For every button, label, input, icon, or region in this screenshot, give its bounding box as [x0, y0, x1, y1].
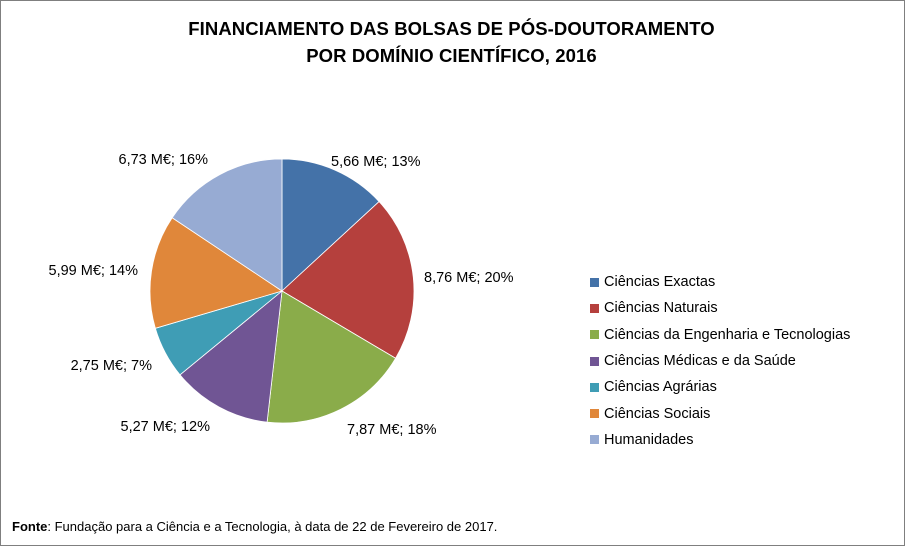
- legend-label: Ciências Naturais: [604, 300, 718, 317]
- pie-slice-6: [149, 217, 283, 329]
- pie-slice-4: [179, 290, 283, 423]
- data-label-1: 5,66 M€; 13%: [331, 154, 421, 170]
- pie-slice-3: [266, 290, 397, 424]
- legend: Ciências Exactas Ciências Naturais Ciência…: [590, 269, 850, 453]
- legend-item-5: Ciências Agrárias: [590, 374, 850, 400]
- chart-title-line1: FINANCIAMENTO DAS BOLSAS DE PÓS-DOUTORAM…: [188, 18, 715, 39]
- legend-item-4: Ciências Médicas e da Saúde: [590, 348, 850, 374]
- pie-slice-1: [281, 158, 380, 292]
- source-note: Fonte: Fundação para a Ciência e a Tecno…: [12, 519, 497, 534]
- pie-slice-7: [171, 158, 283, 292]
- data-label-2: 8,76 M€; 20%: [424, 270, 514, 286]
- data-label-3: 7,87 M€; 18%: [347, 422, 437, 438]
- legend-swatch: [590, 409, 599, 419]
- data-label-7: 6,73 M€; 16%: [119, 152, 209, 168]
- legend-item-1: Ciências Exactas: [590, 269, 850, 295]
- legend-swatch: [590, 303, 599, 313]
- legend-item-6: Ciências Sociais: [590, 400, 850, 426]
- chart-title-line2: POR DOMÍNIO CIENTÍFICO, 2016: [306, 45, 597, 66]
- pie-slice-2: [281, 201, 415, 359]
- data-label-4: 5,27 M€; 12%: [121, 419, 211, 435]
- legend-label: Ciências Sociais: [604, 405, 711, 422]
- legend-label: Ciências Médicas e da Saúde: [604, 353, 796, 370]
- legend-item-2: Ciências Naturais: [590, 295, 850, 321]
- legend-swatch: [590, 277, 599, 287]
- legend-label: Ciências Agrárias: [604, 379, 717, 396]
- data-label-6: 5,99 M€; 14%: [49, 263, 139, 279]
- legend-item-3: Ciências da Engenharia e Tecnologias: [590, 322, 850, 348]
- legend-item-7: Humanidades: [590, 427, 850, 453]
- source-label: Fonte: [12, 519, 48, 534]
- legend-label: Humanidades: [604, 431, 694, 448]
- legend-swatch: [590, 356, 599, 366]
- source-text: : Fundação para a Ciência e a Tecnologia…: [47, 519, 498, 534]
- legend-label: Ciências da Engenharia e Tecnologias: [604, 326, 851, 343]
- legend-swatch: [590, 382, 599, 392]
- legend-label: Ciências Exactas: [604, 274, 716, 291]
- legend-swatch: [590, 330, 599, 340]
- legend-swatch: [590, 435, 599, 445]
- data-label-5: 2,75 M€; 7%: [71, 358, 153, 374]
